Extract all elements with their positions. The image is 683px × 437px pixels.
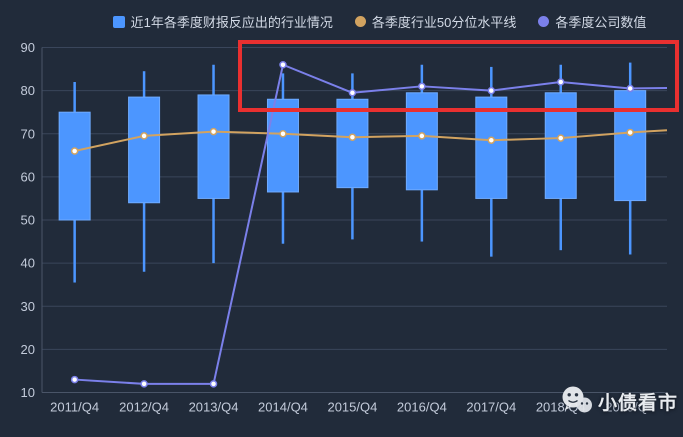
data-point-s1-3[interactable] (279, 61, 287, 69)
data-point-s1-8[interactable] (626, 84, 634, 93)
legend-marker-square-icon (112, 15, 125, 28)
data-point-s0-7[interactable] (557, 134, 565, 142)
candle-box-8[interactable] (614, 90, 647, 202)
data-point-s0-4[interactable] (348, 133, 357, 141)
data-point-s0-3[interactable] (279, 130, 287, 138)
data-point-s1-4[interactable] (348, 89, 357, 97)
wechat-icon (561, 386, 593, 416)
legend-item-1[interactable]: 各季度行业50分位水平线 (354, 12, 517, 31)
x-tick-label-0: 2011/Q4 (50, 400, 99, 415)
x-tick-label-4: 2015/Q4 (327, 400, 377, 415)
y-tick-label-40: 40 (21, 256, 35, 271)
x-tick-label-3: 2014/Q4 (258, 400, 308, 415)
y-tick-label-50: 50 (21, 213, 35, 228)
y-tick-label-30: 30 (21, 299, 35, 314)
data-point-s0-0[interactable] (70, 147, 79, 155)
watermark: 小债看市 (561, 386, 678, 416)
legend-marker-circle-icon (538, 16, 550, 27)
data-point-s1-7[interactable] (557, 78, 565, 86)
data-point-s0-8[interactable] (626, 128, 634, 137)
data-point-s0-6[interactable] (487, 136, 496, 144)
line-series-1[interactable] (74, 63, 668, 385)
data-point-s0-2[interactable] (209, 127, 218, 136)
x-tick-label-1: 2012/Q4 (119, 400, 169, 415)
x-tick-label-5: 2016/Q4 (397, 400, 447, 415)
legend-item-2[interactable]: 各季度公司数值 (538, 12, 646, 31)
data-point-s1-5[interactable] (418, 82, 426, 91)
y-tick-label-80: 80 (21, 83, 35, 98)
x-tick-label-8: 2019/Q4 (605, 400, 655, 415)
candle-box-0[interactable] (58, 111, 91, 221)
candle-box-1[interactable] (128, 96, 161, 204)
data-point-s1-1[interactable] (140, 380, 148, 388)
legend-item-label: 各季度行业50分位水平线 (371, 15, 517, 30)
candle-box-2[interactable] (197, 94, 230, 199)
x-tick-label-6: 2017/Q4 (466, 400, 516, 415)
data-point-s1-6[interactable] (487, 86, 496, 95)
y-tick-label-90: 90 (21, 40, 35, 55)
legend-marker-circle-icon (354, 16, 366, 27)
legend-item-0[interactable]: 近1年各季度财报反应出的行业情况 (112, 12, 333, 31)
watermark-text: 小债看市 (598, 392, 679, 414)
y-tick-label-20: 20 (21, 342, 35, 357)
candle-box-7[interactable] (544, 92, 577, 199)
line-series-0[interactable] (74, 129, 668, 152)
y-tick-label-70: 70 (21, 126, 35, 141)
legend-item-label: 近1年各季度财报反应出的行业情况 (130, 15, 333, 30)
legend-item-label: 各季度公司数值 (555, 15, 647, 30)
data-point-s1-2[interactable] (209, 380, 218, 388)
y-tick-label-10: 10 (21, 385, 35, 400)
candle-box-6[interactable] (475, 96, 508, 199)
y-tick-label-60: 60 (21, 169, 35, 184)
data-point-s1-0[interactable] (70, 375, 79, 384)
x-tick-label-2: 2013/Q4 (189, 400, 239, 415)
data-point-s0-1[interactable] (140, 132, 148, 140)
candle-box-4[interactable] (336, 98, 369, 189)
chart-legend: 近1年各季度财报反应出的行业情况 各季度行业50分位水平线 各季度公司数值 (38, 12, 683, 31)
candle-box-5[interactable] (405, 92, 438, 191)
data-point-s0-5[interactable] (418, 132, 426, 140)
